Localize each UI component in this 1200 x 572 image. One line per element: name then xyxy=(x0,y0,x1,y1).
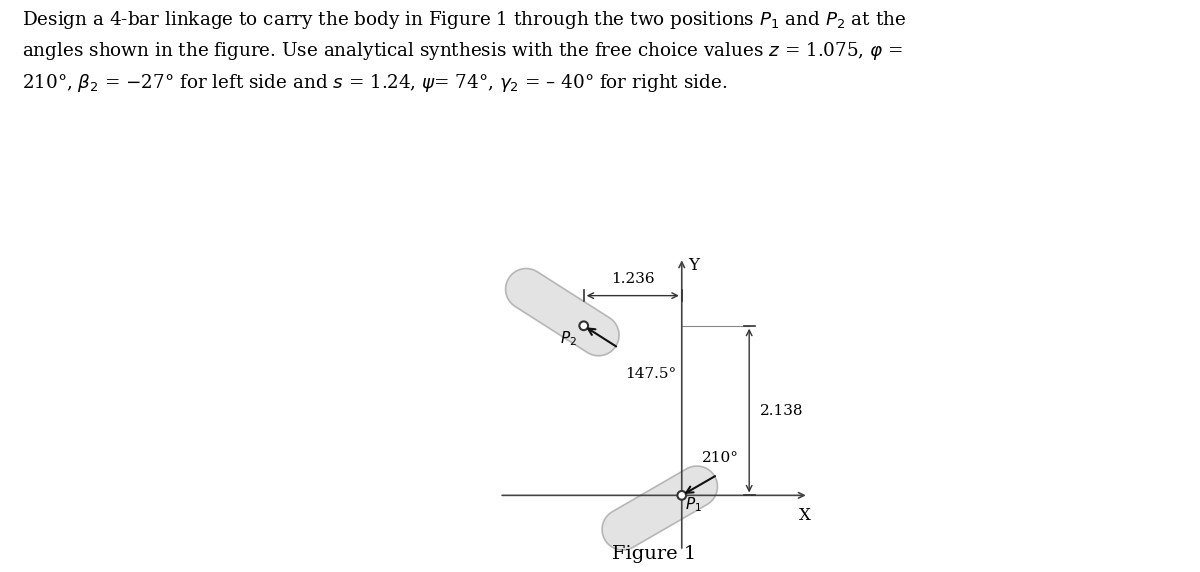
Text: Design a 4-bar linkage to carry the body in Figure 1 through the two positions $: Design a 4-bar linkage to carry the body… xyxy=(22,9,906,30)
Text: X: X xyxy=(799,507,811,525)
Text: angles shown in the figure. Use analytical synthesis with the free choice values: angles shown in the figure. Use analytic… xyxy=(22,40,902,62)
Text: 210°, $\beta_2$ = −27° for left side and $s$ = 1.24, $\psi$= 74°, $\gamma_2$ = –: 210°, $\beta_2$ = −27° for left side and… xyxy=(22,72,727,93)
Text: Y: Y xyxy=(688,257,700,275)
Polygon shape xyxy=(602,466,718,550)
Circle shape xyxy=(580,321,588,330)
Text: Figure 1: Figure 1 xyxy=(612,546,696,563)
Text: 210°: 210° xyxy=(702,451,738,465)
Text: 1.236: 1.236 xyxy=(611,272,654,286)
Circle shape xyxy=(677,491,686,500)
Text: $P_2$: $P_2$ xyxy=(560,329,577,348)
Polygon shape xyxy=(505,268,619,356)
Text: 147.5°: 147.5° xyxy=(625,367,676,381)
Text: 2.138: 2.138 xyxy=(760,404,803,418)
Text: $P_1$: $P_1$ xyxy=(685,495,702,514)
